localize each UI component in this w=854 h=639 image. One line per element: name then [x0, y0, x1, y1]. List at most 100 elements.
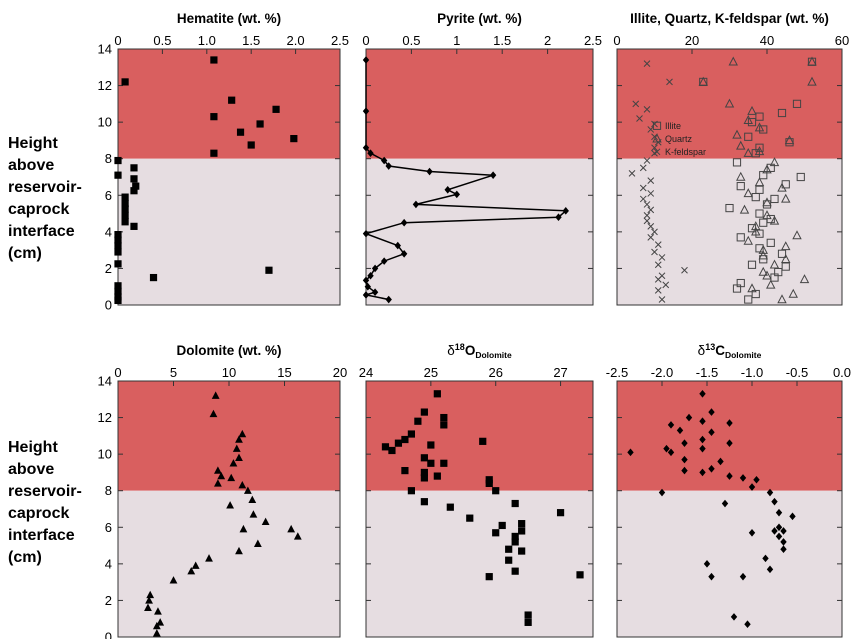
data-point [726, 419, 733, 427]
lower-zone [617, 490, 842, 637]
y-tick-label: 12 [98, 410, 112, 425]
data-point [394, 241, 401, 250]
data-point [743, 188, 753, 198]
data-point [420, 454, 428, 462]
data-point [781, 241, 791, 251]
data-point [777, 108, 787, 118]
y-axis-label-top: Height above reservoir- caprock interfac… [8, 135, 82, 262]
data-point [762, 554, 769, 563]
x-tick-label: 60 [835, 33, 849, 48]
data-point [401, 467, 409, 475]
data-point [385, 162, 392, 170]
x-tick-label: 24 [359, 365, 373, 380]
data-point [287, 524, 296, 533]
data-point [362, 291, 370, 299]
data-point [766, 565, 774, 574]
y-tick-label: 4 [105, 224, 112, 239]
y-tick-label: 2 [105, 593, 112, 608]
data-point [232, 444, 241, 452]
y-axis-label-line: caprock [8, 201, 69, 218]
y-tick-label: 14 [98, 42, 112, 57]
y-axis-label-line: interface [8, 223, 75, 240]
data-point [647, 206, 655, 214]
x-tick-label: 20 [333, 365, 347, 380]
data-point [362, 56, 370, 64]
data-point [658, 254, 666, 261]
title-element: C [715, 343, 725, 358]
data-point [654, 276, 662, 283]
y-axis-label-line: interface [8, 527, 75, 544]
data-point [144, 603, 152, 611]
data-point [485, 573, 493, 581]
data-point [371, 264, 379, 273]
x-tick-label: 0.5 [402, 33, 420, 48]
x-tick-label: 1 [453, 33, 460, 48]
title-superscript: 13 [705, 342, 715, 352]
chart-title: Hematite (wt. %) [177, 11, 281, 26]
data-point [703, 560, 711, 568]
data-point [518, 547, 526, 555]
data-point [114, 287, 122, 295]
data-point [156, 618, 165, 626]
data-point [453, 190, 460, 199]
y-axis-label-line: above [8, 157, 54, 174]
data-point [371, 288, 379, 296]
title-delta: δ [447, 343, 455, 358]
data-point [708, 408, 715, 416]
data-point [261, 517, 270, 525]
data-point [247, 141, 255, 149]
upper-zone [617, 49, 842, 159]
data-point [708, 464, 715, 473]
data-point [743, 115, 753, 125]
data-point [243, 486, 252, 494]
series-data [114, 56, 298, 305]
x-tick-label: -2.0 [651, 365, 673, 380]
data-point [265, 266, 273, 274]
data-point [755, 112, 764, 121]
data-point [524, 611, 532, 619]
data-point [364, 282, 372, 291]
data-point [121, 211, 129, 219]
data-point [762, 210, 772, 220]
data-point [647, 190, 655, 197]
series-data [627, 390, 796, 628]
data-point [210, 56, 218, 64]
x-tick-label: 2.5 [331, 33, 349, 48]
x-tick-label: 0.0 [833, 365, 851, 380]
data-point [766, 488, 774, 497]
data-point [145, 596, 153, 604]
lower-zone [118, 490, 340, 637]
data-point [114, 293, 122, 301]
data-point [511, 499, 519, 508]
y-tick-label: 6 [105, 188, 112, 203]
x-tick-label: 26 [488, 365, 502, 380]
data-point [781, 254, 791, 263]
upper-zone [118, 49, 340, 159]
x-tick-label: 0 [114, 33, 121, 48]
data-point [666, 78, 673, 86]
chart-title: δ13CDolomite [698, 342, 762, 360]
data-point [708, 428, 715, 436]
data-point [775, 508, 783, 517]
data-point [736, 140, 746, 150]
data-point [769, 157, 780, 167]
data-point [658, 488, 666, 497]
data-point [681, 466, 688, 475]
title-subscript: Dolomite [475, 350, 512, 360]
data-point [407, 430, 415, 438]
y-tick-label: 14 [98, 374, 112, 389]
data-point [562, 207, 569, 215]
data-point [736, 171, 746, 181]
data-point [681, 455, 688, 464]
y-axis-label-line: (cm) [8, 549, 42, 566]
data-point [699, 435, 706, 444]
data-point [555, 213, 562, 222]
data-point [209, 409, 218, 418]
data-point [736, 233, 745, 242]
data-point [187, 566, 196, 575]
data-point [780, 538, 787, 546]
data-point [272, 105, 280, 113]
data-point [505, 545, 513, 553]
data-point [799, 274, 810, 284]
